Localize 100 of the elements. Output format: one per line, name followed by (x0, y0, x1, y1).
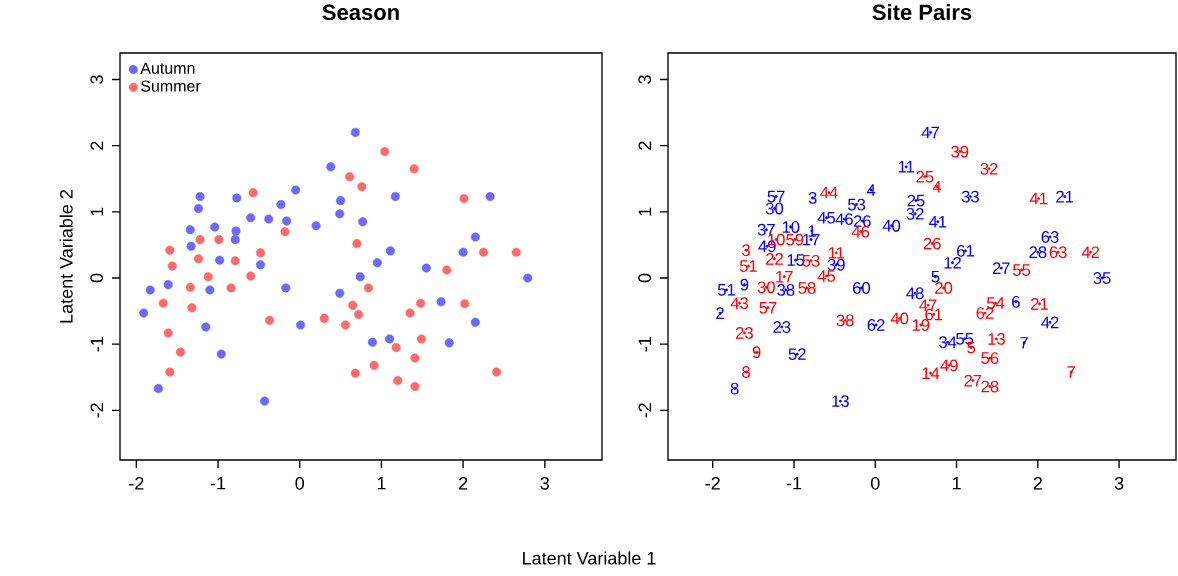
annotation: 27 (992, 262, 1010, 274)
y-tick-label: 0 (90, 273, 104, 283)
annotation: 51 (717, 284, 735, 296)
annotation: 42 (1081, 246, 1100, 259)
annotation: 48 (906, 287, 924, 300)
annotation: 54 (986, 297, 1005, 309)
chart-title: Season (322, 4, 399, 21)
annotation: 40 (890, 312, 909, 325)
annotation: 63 (1049, 246, 1067, 259)
y-tick-label: -1 (638, 337, 652, 352)
point (163, 328, 173, 338)
annotation: 46 (851, 225, 870, 238)
point (416, 334, 426, 344)
point (167, 261, 177, 271)
y-tick-label: -2 (90, 403, 104, 418)
point (281, 283, 291, 293)
annotation: 13 (832, 395, 849, 407)
annotation: 55 (1012, 264, 1031, 276)
annotation: 11 (898, 161, 914, 173)
annotation: 53 (802, 254, 820, 267)
annotation: 6 (1012, 295, 1020, 308)
x-axis-title: Latent Variable 1 (523, 551, 656, 565)
point (255, 248, 266, 258)
annotation: 10 (782, 221, 800, 233)
point (291, 185, 301, 195)
point (523, 273, 533, 283)
point (372, 258, 382, 268)
annotation: 32 (980, 162, 998, 175)
point (195, 235, 205, 245)
annotation: 45 (817, 270, 836, 282)
point (185, 225, 195, 235)
point (393, 376, 403, 386)
y-tick-label: 1 (638, 207, 652, 216)
annotation: 30 (757, 281, 775, 294)
annotation: 9 (752, 346, 761, 359)
annotation: 4 (932, 180, 942, 193)
annotation: 43 (730, 297, 749, 310)
point (444, 338, 454, 348)
annotation: 11 (828, 247, 845, 259)
y-tick-label: 3 (90, 75, 104, 84)
annotation: 58 (798, 282, 816, 294)
point (436, 297, 446, 307)
y-tick-label: 1 (90, 207, 104, 216)
point (282, 216, 292, 226)
annotation: 28 (981, 380, 999, 393)
point (264, 315, 275, 325)
point (203, 272, 213, 282)
y-tick-label: -1 (90, 337, 104, 352)
point (246, 271, 256, 281)
annotation: 61 (957, 244, 974, 257)
annotation: 25 (916, 170, 934, 183)
point (410, 353, 420, 363)
point (458, 247, 468, 257)
annotation: 19 (912, 319, 930, 331)
y-tick-label: 2 (638, 141, 652, 150)
y-tick-label: 2 (90, 141, 104, 150)
annotation: 13 (988, 333, 1005, 345)
point (246, 213, 256, 223)
point (205, 285, 215, 295)
annotation: 15 (787, 254, 805, 266)
point (352, 239, 362, 249)
point (230, 256, 240, 266)
annotation: 32 (906, 207, 924, 220)
annotation: 39 (951, 145, 969, 158)
legend-label: Summer (141, 80, 201, 92)
point (153, 383, 163, 394)
annotation: 59 (786, 233, 804, 246)
point (385, 246, 395, 256)
point (296, 320, 306, 330)
annotation: 14 (922, 367, 940, 380)
point (357, 182, 367, 192)
point (264, 214, 274, 224)
point (511, 247, 521, 257)
annotation: 38 (836, 314, 854, 327)
point (145, 285, 155, 295)
annotation: 62 (867, 319, 885, 331)
annotation: 60 (853, 282, 871, 294)
annotation: 20 (935, 282, 953, 294)
point (470, 317, 480, 327)
point (460, 299, 470, 309)
point (479, 247, 489, 257)
chart-title: Site Pairs (872, 3, 972, 21)
point (385, 334, 395, 344)
annotation: 53 (847, 198, 866, 211)
annotation: 28 (1029, 246, 1047, 259)
annotation: 35 (1093, 272, 1111, 284)
annotation: 51 (739, 260, 757, 272)
point (380, 147, 390, 157)
point (335, 288, 345, 298)
point (165, 367, 175, 377)
annotation: 63 (1041, 231, 1059, 243)
point (232, 193, 242, 203)
point (201, 322, 211, 332)
point (416, 298, 426, 308)
annotation: 7 (1067, 366, 1075, 378)
annotation: 46 (835, 213, 853, 226)
annotation: 9 (740, 278, 749, 291)
point (158, 298, 168, 308)
point (485, 192, 495, 202)
point (390, 192, 400, 202)
